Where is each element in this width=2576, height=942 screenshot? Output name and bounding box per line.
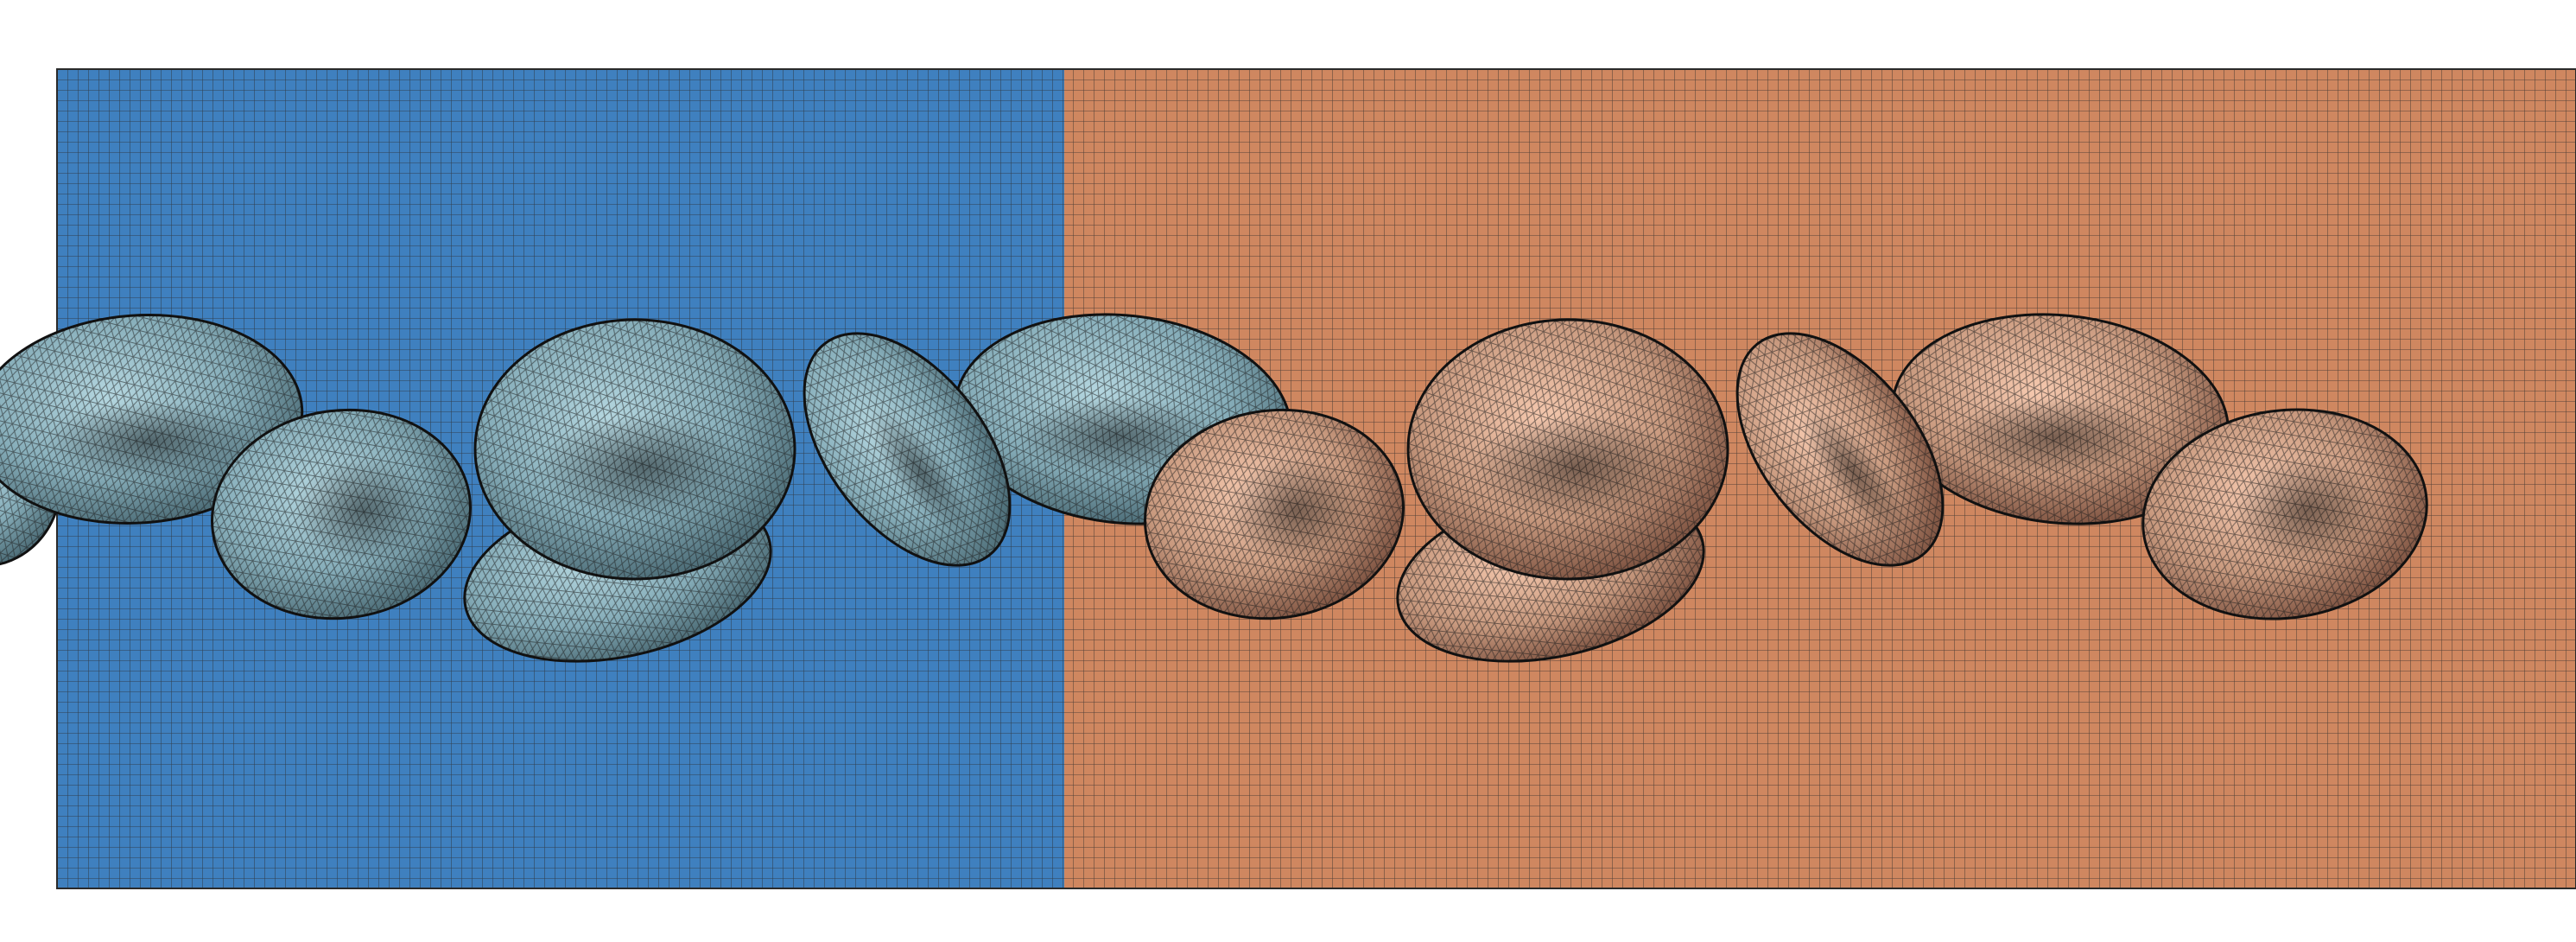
cell-blue-4-upper [473,318,796,581]
cell-train [0,313,2428,663]
cell-orange-5 [2141,408,2428,621]
cell-blue-2 [0,314,304,525]
cell-blue-3 [211,408,472,621]
cell-orange-4 [1735,332,1945,567]
cell-blue-6 [803,332,1012,567]
cell-orange-1 [1144,408,1405,621]
cell-orange-2-upper [1406,318,1729,581]
cell-orange-3 [1891,313,2230,525]
